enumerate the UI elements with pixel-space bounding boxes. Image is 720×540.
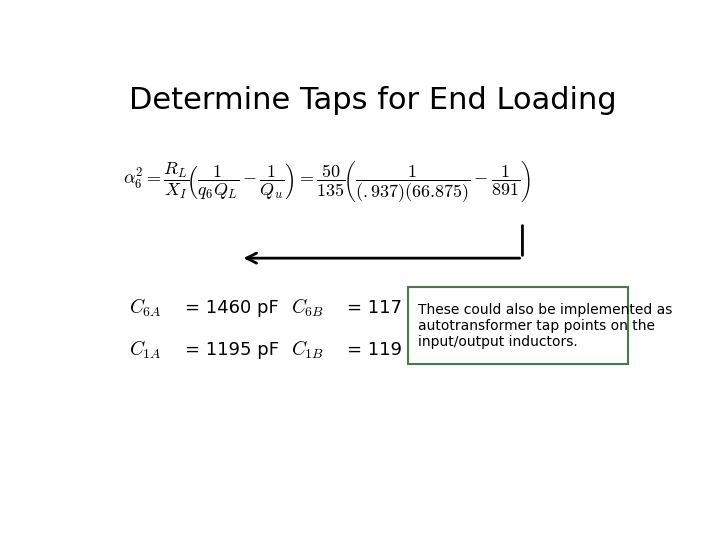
Text: $C_{1B}$: $C_{1B}$ — [291, 339, 324, 361]
Text: = 1195 pF: = 1195 pF — [185, 341, 279, 359]
Text: $C_{1A}$: $C_{1A}$ — [129, 339, 161, 361]
Text: $C_{6B}$: $C_{6B}$ — [291, 297, 324, 319]
Text: = 119 pF: = 119 pF — [347, 341, 429, 359]
FancyBboxPatch shape — [408, 287, 629, 364]
Text: = 117 pF: = 117 pF — [347, 299, 429, 317]
Text: $\alpha_6^2 = \dfrac{R_L}{X_I}\!\left(\dfrac{1}{q_6 Q_L} - \dfrac{1}{Q_u}\right): $\alpha_6^2 = \dfrac{R_L}{X_I}\!\left(\d… — [124, 159, 531, 204]
Text: These could also be implemented as
autotransformer tap points on the
input/outpu: These could also be implemented as autot… — [418, 302, 672, 349]
Text: = 1460 pF: = 1460 pF — [185, 299, 279, 317]
Text: Determine Taps for End Loading: Determine Taps for End Loading — [129, 85, 617, 114]
Text: $C_{6A}$: $C_{6A}$ — [129, 297, 161, 319]
